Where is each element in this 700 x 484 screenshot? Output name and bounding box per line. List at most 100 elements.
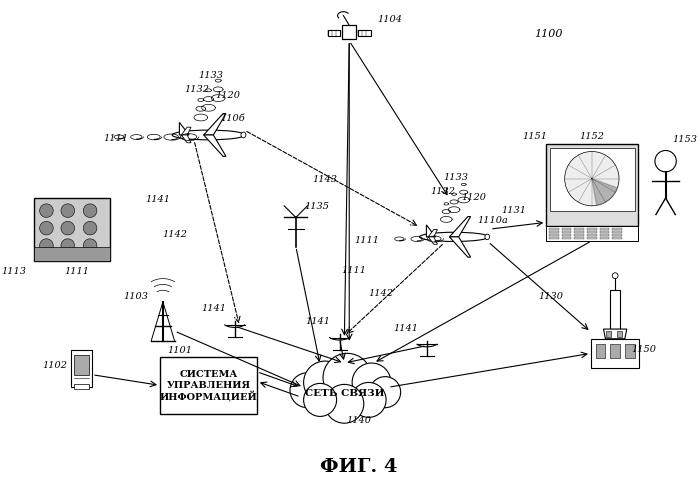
Text: 1111: 1111 xyxy=(354,236,379,245)
Text: 1132: 1132 xyxy=(430,186,455,196)
Polygon shape xyxy=(449,237,470,257)
Circle shape xyxy=(40,222,53,235)
Bar xyxy=(612,237,622,239)
Bar xyxy=(562,228,571,230)
Text: СИСТЕМА
УПРАВЛЕНИЯ
ИНФОРМАЦИЕЙ: СИСТЕМА УПРАВЛЕНИЯ ИНФОРМАЦИЕЙ xyxy=(160,369,258,402)
Bar xyxy=(610,291,620,330)
Text: 1113: 1113 xyxy=(1,267,26,276)
Polygon shape xyxy=(204,114,226,136)
Circle shape xyxy=(565,152,619,206)
Text: 1152: 1152 xyxy=(580,132,604,141)
Bar xyxy=(562,234,571,236)
Bar xyxy=(550,237,559,239)
Bar xyxy=(606,332,611,337)
Circle shape xyxy=(655,151,676,172)
Text: 1111: 1111 xyxy=(342,266,367,275)
Text: 1130: 1130 xyxy=(538,291,564,300)
Ellipse shape xyxy=(419,233,489,242)
Circle shape xyxy=(61,239,75,253)
Polygon shape xyxy=(179,123,189,136)
Bar xyxy=(74,356,89,375)
Bar xyxy=(34,198,109,261)
Circle shape xyxy=(40,239,53,253)
Text: 1103: 1103 xyxy=(123,291,148,300)
Circle shape xyxy=(370,377,400,408)
Text: 1100: 1100 xyxy=(534,29,562,39)
Bar xyxy=(328,31,340,37)
Text: 1111: 1111 xyxy=(104,134,129,143)
Text: СЕТЬ СВЯЗИ: СЕТЬ СВЯЗИ xyxy=(304,388,384,397)
Bar xyxy=(600,231,609,233)
Text: 1133: 1133 xyxy=(444,173,468,182)
Text: 1140: 1140 xyxy=(346,415,372,424)
Polygon shape xyxy=(426,226,435,237)
Circle shape xyxy=(83,222,97,235)
Text: 1141: 1141 xyxy=(306,316,330,325)
Ellipse shape xyxy=(485,235,489,240)
Bar xyxy=(34,247,109,261)
Circle shape xyxy=(290,373,325,408)
Bar xyxy=(600,228,609,230)
Text: 1102: 1102 xyxy=(43,361,68,370)
Bar xyxy=(612,234,622,236)
Text: 1141: 1141 xyxy=(393,323,418,332)
Circle shape xyxy=(83,204,97,218)
Text: 1110а: 1110а xyxy=(477,215,508,225)
Text: 1151: 1151 xyxy=(522,132,547,141)
Bar xyxy=(612,231,622,233)
Bar xyxy=(562,237,571,239)
Polygon shape xyxy=(181,128,191,136)
Bar xyxy=(610,344,620,359)
Text: 1120: 1120 xyxy=(216,91,240,100)
Bar xyxy=(596,344,605,359)
Text: 1153: 1153 xyxy=(673,135,697,144)
Circle shape xyxy=(612,273,618,279)
Polygon shape xyxy=(181,136,191,143)
Text: 1135: 1135 xyxy=(304,202,330,211)
Bar xyxy=(575,231,584,233)
Bar xyxy=(562,231,571,233)
Ellipse shape xyxy=(241,133,246,138)
Text: ФИГ. 4: ФИГ. 4 xyxy=(320,457,398,475)
Bar xyxy=(550,231,559,233)
Bar xyxy=(587,231,596,233)
Text: 1141: 1141 xyxy=(201,303,226,313)
Bar xyxy=(160,358,257,414)
Text: 1133: 1133 xyxy=(198,71,223,80)
Bar xyxy=(575,234,584,236)
Text: 1150: 1150 xyxy=(632,344,657,353)
Bar xyxy=(591,339,639,368)
Text: 1101: 1101 xyxy=(167,345,192,354)
Bar xyxy=(600,237,609,239)
Bar xyxy=(550,228,559,230)
Bar xyxy=(587,228,596,230)
Bar xyxy=(575,228,584,230)
Bar xyxy=(550,148,635,211)
Circle shape xyxy=(40,204,53,218)
Text: 1120: 1120 xyxy=(461,192,486,201)
Text: 1111: 1111 xyxy=(64,267,89,276)
Bar xyxy=(625,344,635,359)
Polygon shape xyxy=(204,136,226,157)
Bar xyxy=(587,237,596,239)
Text: 1141: 1141 xyxy=(146,194,171,203)
Bar xyxy=(546,144,638,227)
Circle shape xyxy=(304,362,346,404)
Bar xyxy=(74,385,89,390)
Text: 1142: 1142 xyxy=(369,288,394,297)
Bar xyxy=(617,332,622,337)
Circle shape xyxy=(325,385,364,424)
Text: 110б: 110б xyxy=(220,114,245,123)
Bar xyxy=(71,351,92,388)
Text: 1143: 1143 xyxy=(312,175,337,184)
Circle shape xyxy=(352,363,391,402)
Bar xyxy=(342,26,356,40)
Polygon shape xyxy=(603,330,626,339)
Ellipse shape xyxy=(172,131,245,140)
Circle shape xyxy=(61,222,75,235)
Text: 1132: 1132 xyxy=(184,85,209,94)
Text: 1104: 1104 xyxy=(377,15,402,24)
Text: 1142: 1142 xyxy=(162,230,187,239)
Circle shape xyxy=(351,383,386,418)
Text: 1131: 1131 xyxy=(502,206,526,215)
